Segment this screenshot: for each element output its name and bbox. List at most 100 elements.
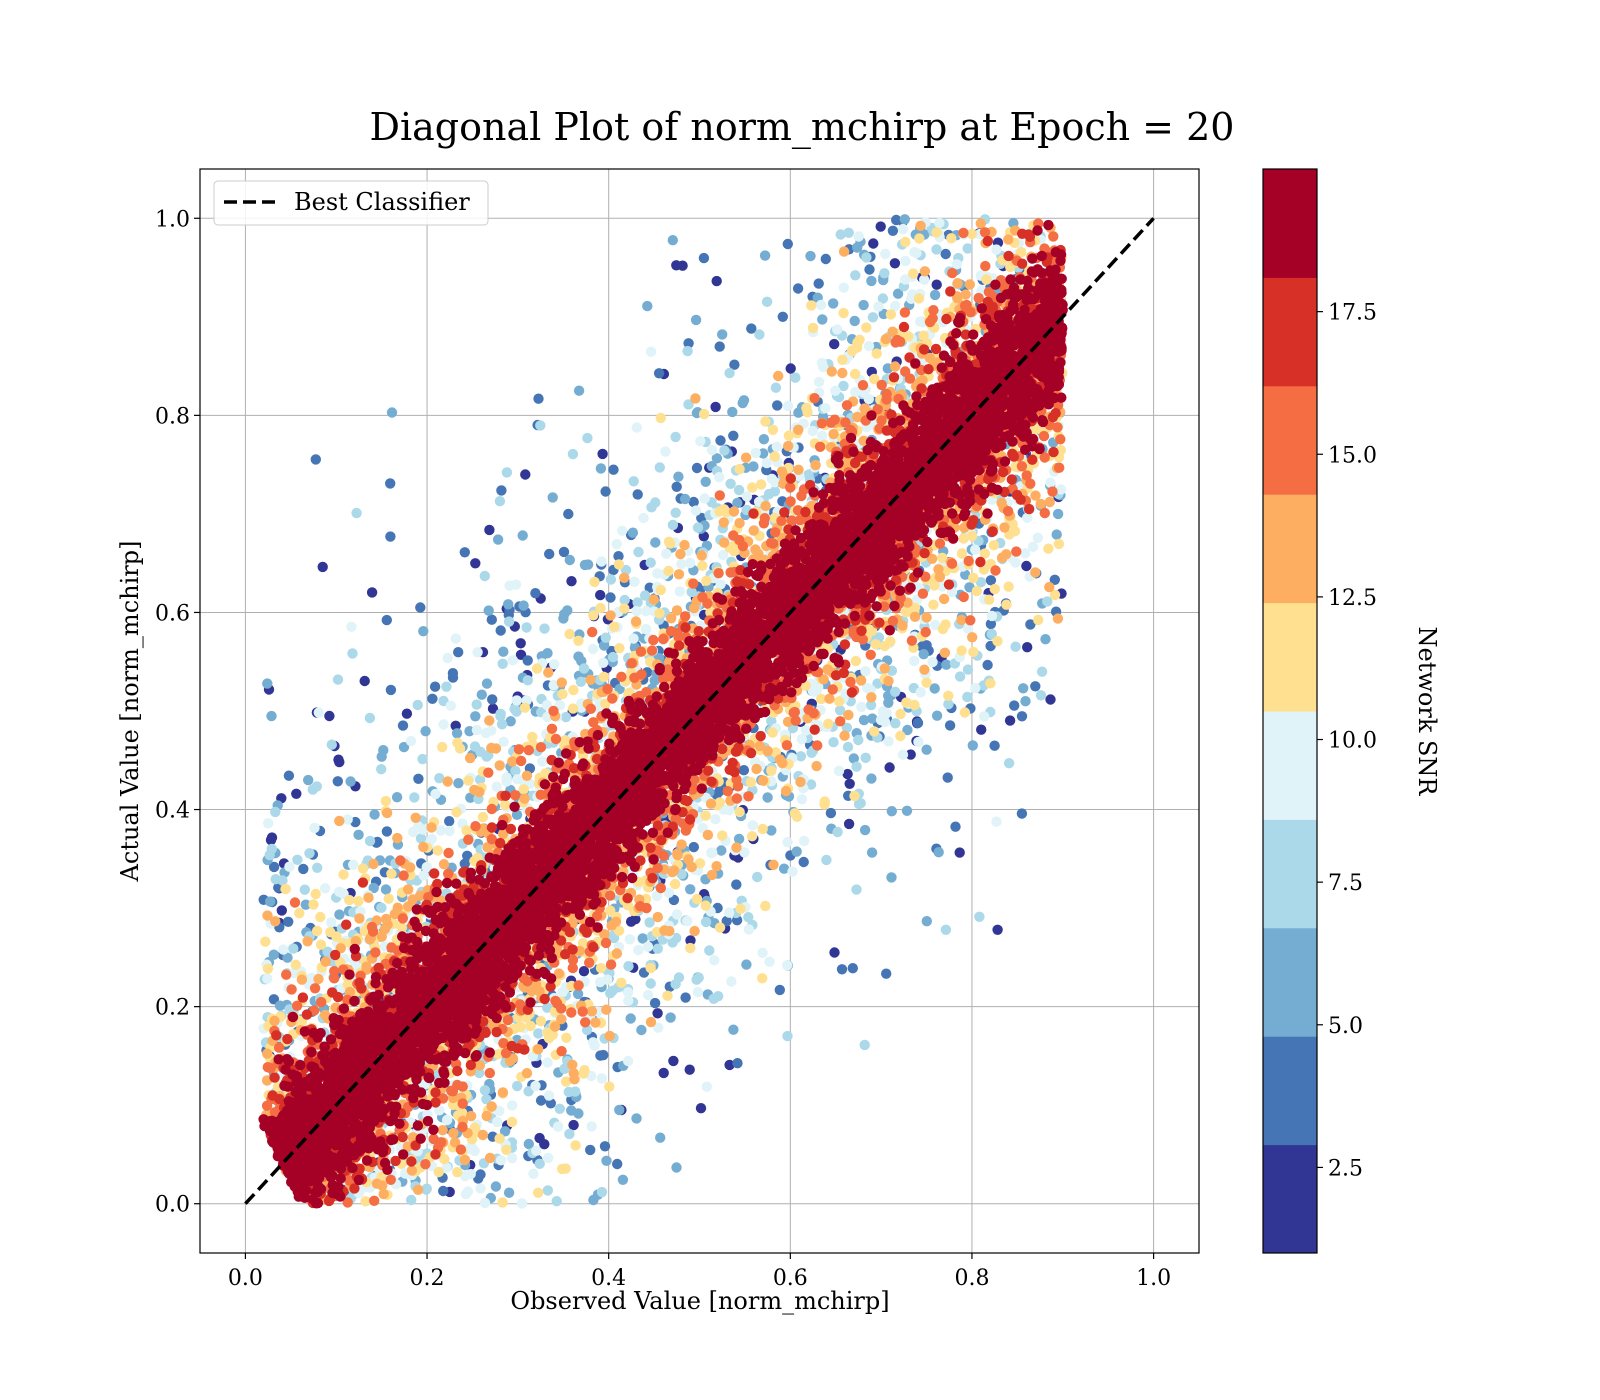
- scatter-point: [262, 973, 273, 984]
- scatter-point: [501, 467, 513, 478]
- scatter-point: [679, 493, 691, 505]
- scatter-point: [298, 863, 309, 875]
- scatter-point: [767, 727, 778, 738]
- scatter-point: [312, 862, 323, 873]
- scatter-point: [501, 772, 512, 783]
- scatter-point: [762, 792, 773, 803]
- scatter-point: [886, 806, 897, 817]
- scatter-point: [760, 900, 771, 912]
- scatter-point: [849, 368, 861, 380]
- scatter-point: [900, 607, 912, 618]
- scatter-point: [960, 289, 971, 300]
- scatter-point: [975, 218, 986, 229]
- scatter-point: [971, 585, 983, 597]
- scatter-point: [522, 675, 533, 686]
- scatter-point: [927, 656, 938, 668]
- scatter-point: [539, 623, 550, 634]
- scatter-point: [564, 554, 575, 566]
- scatter-point: [578, 663, 590, 674]
- scatter-point: [617, 525, 628, 536]
- scatter-point: [772, 400, 783, 411]
- scatter-point: [828, 298, 839, 309]
- scatter-point: [982, 659, 993, 671]
- scatter-point: [601, 1004, 612, 1015]
- scatter-point: [869, 726, 880, 737]
- scatter-point: [850, 655, 862, 667]
- scatter-point: [481, 678, 493, 689]
- scatter-point: [578, 966, 590, 977]
- scatter-point: [950, 821, 961, 832]
- scatter-point: [383, 893, 394, 904]
- scatter-point: [962, 691, 973, 703]
- scatter-point: [284, 861, 295, 872]
- scatter-point: [642, 941, 654, 952]
- scatter-point: [418, 841, 429, 853]
- scatter-point: [438, 1185, 449, 1197]
- scatter-point: [262, 1048, 273, 1059]
- scatter-point: [499, 1126, 511, 1137]
- scatter-point: [689, 925, 700, 937]
- scatter-point: [518, 784, 529, 795]
- scatter-point: [669, 878, 681, 890]
- scatter-point: [500, 799, 511, 811]
- scatter-point: [853, 734, 864, 746]
- scatter-point: [740, 452, 752, 463]
- scatter-point: [1052, 508, 1064, 520]
- scatter-point: [866, 692, 877, 703]
- scatter-point: [792, 283, 804, 294]
- scatter-point: [368, 882, 379, 894]
- scatter-point: [931, 227, 942, 238]
- scatter-point: [357, 863, 369, 874]
- scatter-point: [385, 478, 396, 489]
- scatter-point: [962, 664, 974, 675]
- scatter-point: [653, 368, 665, 379]
- scatter-point: [495, 1155, 507, 1166]
- scatter-point: [599, 1141, 611, 1152]
- scatter-point: [522, 655, 533, 666]
- scatter-point: [693, 972, 704, 983]
- scatter-point: [332, 674, 344, 685]
- scatter-point: [494, 760, 505, 771]
- scatter-point: [568, 684, 579, 696]
- scatter-point: [1001, 599, 1012, 610]
- scatter-point: [985, 575, 997, 586]
- scatter-point: [959, 707, 971, 718]
- scatter-point: [595, 589, 606, 601]
- scatter-point: [700, 916, 712, 928]
- scatter-point: [860, 666, 871, 677]
- scatter-point: [717, 329, 728, 340]
- scatter-point: [484, 524, 495, 536]
- scatter-point: [479, 1085, 491, 1096]
- scatter-point: [692, 522, 704, 533]
- scatter-point: [883, 697, 894, 708]
- scatter-point: [795, 776, 806, 788]
- scatter-point: [970, 544, 981, 555]
- scatter-point: [931, 244, 942, 255]
- scatter-point: [711, 453, 723, 464]
- scatter-point: [570, 1140, 581, 1151]
- scatter-point: [605, 592, 616, 603]
- scatter-point: [838, 307, 849, 319]
- scatter-point: [690, 393, 701, 404]
- scatter-point: [811, 760, 822, 772]
- scatter-point: [692, 987, 704, 998]
- scatter-point: [853, 231, 864, 242]
- scatter-point: [497, 1197, 508, 1208]
- scatter-point: [976, 724, 987, 735]
- scatter-point: [418, 626, 429, 637]
- scatter-point: [266, 843, 277, 855]
- scatter-point: [1003, 581, 1014, 592]
- scatter-point: [813, 278, 824, 289]
- scatter-point: [645, 978, 656, 989]
- scatter-point: [1001, 549, 1012, 560]
- scatter-point: [852, 342, 863, 353]
- scatter-point: [608, 464, 619, 475]
- scatter-point: [326, 739, 337, 750]
- scatter-point: [270, 916, 281, 927]
- scatter-point: [766, 765, 777, 776]
- scatter-point: [381, 826, 393, 837]
- scatter-point: [492, 1116, 503, 1128]
- scatter-point: [554, 1103, 565, 1115]
- scatter-point: [813, 376, 825, 388]
- scatter-point: [671, 260, 682, 271]
